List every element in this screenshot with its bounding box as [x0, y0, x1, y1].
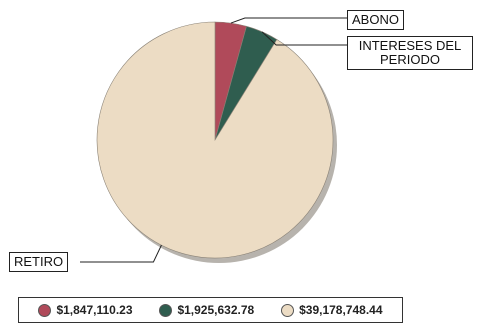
legend-swatch-retiro — [281, 303, 295, 317]
legend-swatch-abono — [38, 303, 52, 317]
chart-legend: $1,847,110.23 $1,925,632.78 $39,178,748.… — [18, 297, 403, 323]
legend-item-abono: $1,847,110.23 — [38, 303, 133, 317]
leader-lines — [80, 17, 347, 263]
pie-slices — [96, 21, 334, 259]
leader-line-abono — [230, 17, 347, 24]
callout-abono: ABONO — [347, 10, 404, 30]
pie-slice-retiro — [96, 21, 334, 259]
callout-retiro: RETIRO — [9, 252, 69, 272]
legend-value-retiro: $39,178,748.44 — [299, 303, 383, 317]
legend-swatch-intereses — [159, 303, 173, 317]
callout-intereses-del-periodo: INTERESES DEL PERIODO — [347, 36, 473, 70]
legend-item-intereses: $1,925,632.78 — [159, 303, 254, 317]
leader-line-intereses — [261, 31, 347, 46]
legend-value-abono: $1,847,110.23 — [56, 303, 133, 317]
legend-value-intereses: $1,925,632.78 — [177, 303, 255, 317]
leader-line-retiro — [80, 244, 162, 263]
legend-item-retiro: $39,178,748.44 — [281, 303, 383, 317]
